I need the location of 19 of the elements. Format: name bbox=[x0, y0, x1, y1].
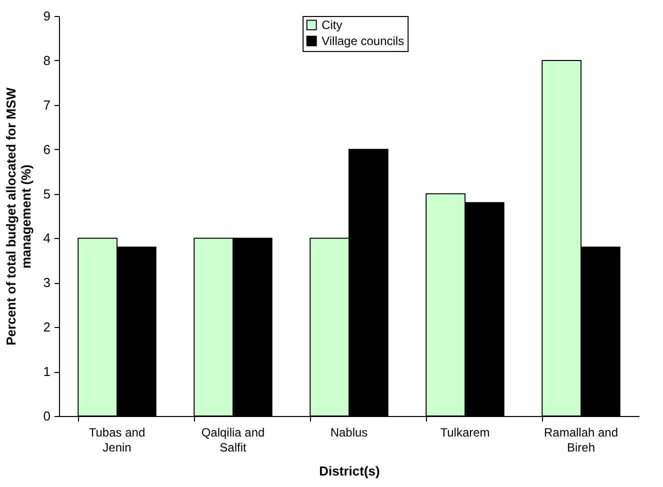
x-tick-label: Qalqilia and Salfit bbox=[201, 426, 265, 454]
y-axis-title: Percent of total budget allocated for MSW management (%) bbox=[3, 86, 34, 346]
y-tick-label: 9 bbox=[43, 8, 50, 24]
x-tick-label: Tulkarem bbox=[440, 426, 490, 440]
x-tick-label: Nablus bbox=[330, 426, 368, 440]
legend-label: City bbox=[322, 18, 342, 32]
x-tick-label: Tubas and Jenin bbox=[88, 426, 146, 454]
y-tick-label: 8 bbox=[43, 52, 50, 68]
y-tick-label: 6 bbox=[43, 142, 50, 157]
y-tick-label: 2 bbox=[43, 320, 50, 335]
x-tick-label: Ramallah and Bireh bbox=[544, 426, 618, 454]
legend-label: Village councils bbox=[322, 34, 404, 48]
y-tick-label: 0 bbox=[43, 408, 50, 424]
y-tick-label: 1 bbox=[43, 364, 50, 380]
y-tick-label: 5 bbox=[43, 186, 50, 202]
y-tick-label: 3 bbox=[43, 275, 50, 290]
y-tick-label: 4 bbox=[43, 230, 50, 246]
x-axis-title: District(s) bbox=[319, 464, 380, 478]
y-tick-label: 7 bbox=[43, 97, 50, 112]
